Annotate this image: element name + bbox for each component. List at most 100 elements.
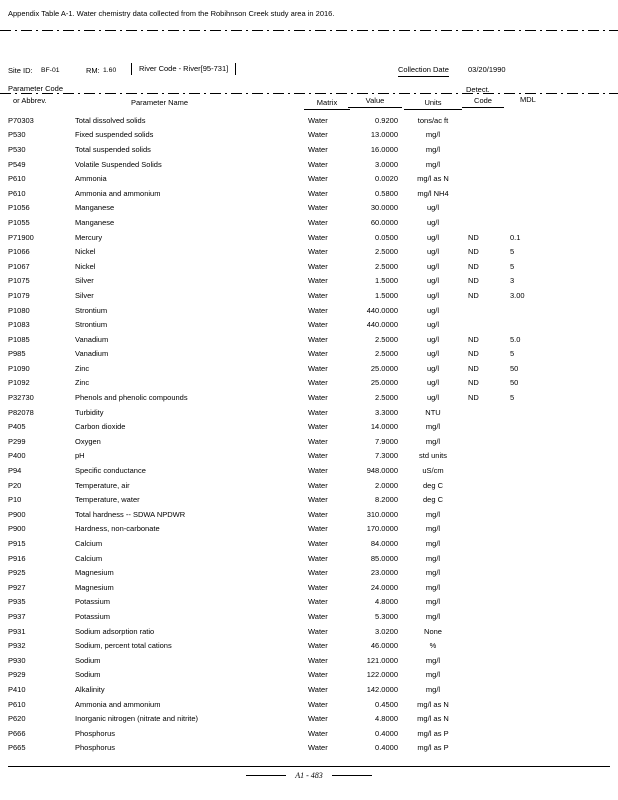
units-cell: mg/l (425, 582, 441, 592)
units-cell: % (429, 641, 437, 651)
matrix-cell: Water (308, 320, 328, 330)
matrix-cell: Water (308, 422, 328, 432)
param-name-cell: Nickel (75, 261, 96, 271)
detect-code-cell (464, 449, 504, 464)
table-row: P900 Total hardness -- SDWA NPDWR Water 310… (8, 507, 610, 522)
value-cell: 0.9200 (375, 115, 398, 125)
detect-code-cell (464, 595, 504, 610)
units-cell: ug/l (426, 334, 440, 344)
collection-date-value: 03/20/1990 (468, 65, 506, 74)
matrix-cell: Water (308, 378, 328, 388)
matrix-cell: Water (308, 611, 328, 621)
units-cell: std units (419, 451, 447, 461)
table-row: P931 Sodium adsorption ratio Water 3.0200 No… (8, 624, 610, 639)
units-cell: ug/l (426, 378, 440, 388)
mdl-cell (504, 215, 610, 230)
header-detect-line1: Detect. (466, 85, 490, 94)
param-code-cell: P937 (8, 611, 26, 621)
mdl-cell (504, 697, 610, 712)
header-parameter-name: Parameter Name (131, 98, 189, 107)
units-cell: ug/l (426, 247, 440, 257)
param-name-cell: Potassium (75, 597, 111, 607)
value-cell: 84.0000 (370, 539, 398, 549)
matrix-cell: Water (308, 451, 328, 461)
matrix-cell: Water (308, 334, 328, 344)
matrix-cell: Water (308, 363, 328, 373)
param-code-cell: P299 (8, 436, 26, 446)
mdl-cell (504, 171, 610, 186)
matrix-cell: Water (308, 466, 328, 476)
param-code-cell: P20 (8, 480, 22, 490)
units-cell: mg/l as N (417, 174, 449, 184)
matrix-cell: Water (308, 714, 328, 724)
matrix-cell: Water (308, 436, 328, 446)
param-code-cell: P1056 (8, 203, 30, 213)
param-name-cell: Manganese (75, 217, 115, 227)
param-code-cell: P1080 (8, 305, 30, 315)
header-parameter-code-line1: Parameter Code (8, 84, 64, 93)
table-row: P1085 Vanadium Water 2.5000 ug/l ND 5.0 (8, 332, 610, 347)
table-row: P916 Calcium Water 85.0000 mg/l (8, 551, 610, 566)
value-cell: 3.0000 (375, 159, 398, 169)
param-code-cell: P405 (8, 422, 26, 432)
mdl-cell (504, 478, 610, 493)
table-row: P549 Volatile Suspended Solids Water 3.0000… (8, 157, 610, 172)
param-code-cell: P931 (8, 626, 26, 636)
param-code-cell: P927 (8, 582, 26, 592)
detect-code-cell: ND (468, 232, 479, 242)
matrix-cell: Water (308, 174, 328, 184)
mdl-cell: 5 (510, 261, 515, 271)
units-cell: mg/l (425, 144, 441, 154)
value-cell: 2.5000 (375, 334, 398, 344)
table-row: P1066 Nickel Water 2.5000 ug/l ND 5 (8, 244, 610, 259)
footer-left-rule (246, 775, 287, 776)
param-name-cell: Fixed suspended solids (75, 130, 154, 140)
table-row: P1092 Zinc Water 25.0000 ug/l ND 50 (8, 376, 610, 391)
param-code-cell: P32730 (8, 393, 34, 403)
mdl-cell (504, 638, 610, 653)
units-cell: ug/l (426, 217, 440, 227)
param-code-cell: P916 (8, 553, 26, 563)
param-code-cell: P932 (8, 641, 26, 651)
value-cell: 2.0000 (375, 480, 398, 490)
detect-code-cell (464, 128, 504, 143)
mdl-cell: 5.0 (510, 334, 521, 344)
header-parameter-code-line2: or Abbrev. (13, 96, 47, 105)
param-name-cell: Nickel (75, 247, 96, 257)
table-row: P82078 Turbidity Water 3.3000 NTU (8, 405, 610, 420)
matrix-cell: Water (308, 217, 328, 227)
value-cell: 5.3000 (375, 611, 398, 621)
matrix-cell: Water (308, 553, 328, 563)
site-id-label: Site ID: (8, 66, 33, 75)
matrix-cell: Water (308, 699, 328, 709)
value-cell: 0.4500 (375, 699, 398, 709)
units-cell: None (424, 626, 442, 636)
detect-code-cell (464, 186, 504, 201)
table-row: P925 Magnesium Water 23.0000 mg/l (8, 565, 610, 580)
param-code-cell: P666 (8, 728, 26, 738)
param-name-cell: Turbidity (75, 407, 104, 417)
param-code-cell: P1067 (8, 261, 30, 271)
matrix-cell: Water (308, 597, 328, 607)
value-cell: 7.9000 (375, 436, 398, 446)
mdl-cell (504, 653, 610, 668)
detect-code-cell (464, 536, 504, 551)
value-cell: 2.5000 (375, 261, 398, 271)
detect-code-cell (464, 507, 504, 522)
table-row: P927 Magnesium Water 24.0000 mg/l (8, 580, 610, 595)
param-name-cell: Total dissolved solids (75, 115, 146, 125)
param-name-cell: Manganese (75, 203, 115, 213)
mdl-cell (504, 419, 610, 434)
matrix-cell: Water (308, 130, 328, 140)
footer-divider (8, 766, 610, 767)
value-cell: 0.5800 (375, 188, 398, 198)
table-row: P1056 Manganese Water 30.0000 ug/l (8, 201, 610, 216)
matrix-cell: Water (308, 495, 328, 505)
value-cell: 14.0000 (370, 422, 398, 432)
header-detect-line2: Code (462, 96, 504, 108)
param-code-cell: P1092 (8, 378, 30, 388)
param-name-cell: Ammonia and ammonium (75, 188, 161, 198)
units-cell: mg/l (425, 539, 441, 549)
param-code-cell: P610 (8, 174, 26, 184)
